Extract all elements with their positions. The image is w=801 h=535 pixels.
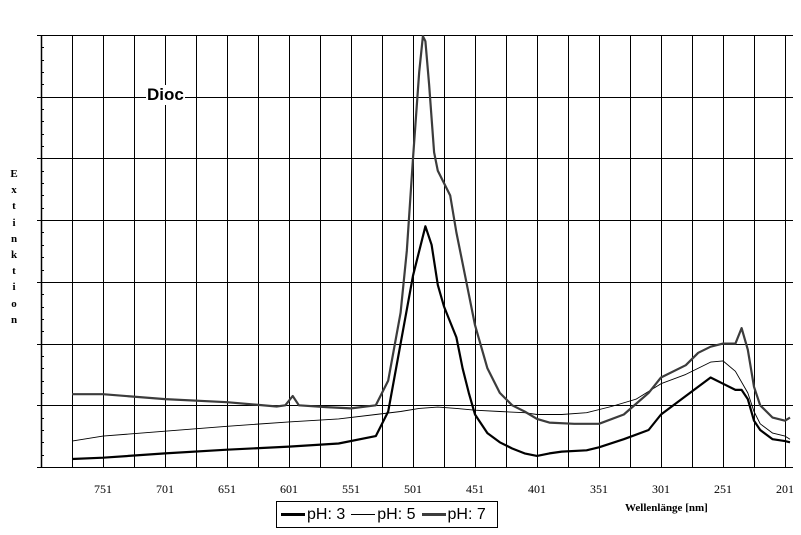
y-axis-label-letter: n	[10, 232, 18, 245]
legend-swatch-ph7	[421, 513, 446, 516]
grid-lines	[37, 35, 793, 468]
series-line-ph7	[72, 35, 791, 425]
y-axis-label-letter: x	[11, 184, 17, 197]
axes	[40, 35, 44, 467]
y-axis-label-letter: n	[10, 313, 18, 326]
y-axis-label-letter: i	[12, 281, 16, 294]
x-tick-label: 201	[776, 482, 794, 496]
x-tick-label: 451	[466, 482, 484, 496]
x-tick-label: 751	[94, 482, 112, 496]
series-line-ph3	[71, 225, 791, 461]
x-tick-label: 501	[404, 482, 422, 496]
series-line-ph5	[71, 360, 791, 442]
x-tick-label: 551	[342, 482, 360, 496]
legend-label: pH: 5	[377, 505, 416, 523]
y-axis-label-letter: o	[11, 297, 17, 310]
legend-swatch-ph3	[281, 513, 305, 516]
y-axis-label-letter: k	[10, 249, 18, 261]
x-tick-label: 601	[280, 482, 298, 496]
legend-item-ph3: pH: 3	[281, 506, 345, 524]
x-tick-label: 701	[156, 482, 174, 496]
y-axis-label-letter: t	[12, 265, 16, 278]
series-lines	[71, 35, 791, 461]
chart-title: Dioc	[146, 85, 185, 105]
x-axis-label: Wellenlänge [nm]	[625, 502, 708, 514]
x-tick-label: 301	[652, 482, 670, 496]
x-tick-label: 251	[714, 482, 732, 496]
legend-label: pH: 7	[447, 505, 486, 523]
legend-item-ph5: pH: 5	[351, 505, 416, 524]
y-axis-label-letter: i	[12, 216, 16, 229]
legend-item-ph7: pH: 7	[421, 505, 486, 524]
y-axis-label-letter: E	[10, 168, 18, 180]
legend: pH: 3 pH: 5 pH: 7	[276, 501, 498, 528]
x-tick-label: 351	[590, 482, 608, 496]
legend-label: pH: 3	[307, 505, 346, 523]
x-tick-label: 401	[528, 482, 546, 496]
legend-swatch-ph5	[351, 514, 376, 515]
y-axis-label-letter: t	[12, 200, 16, 213]
x-tick-label: 651	[218, 482, 236, 496]
